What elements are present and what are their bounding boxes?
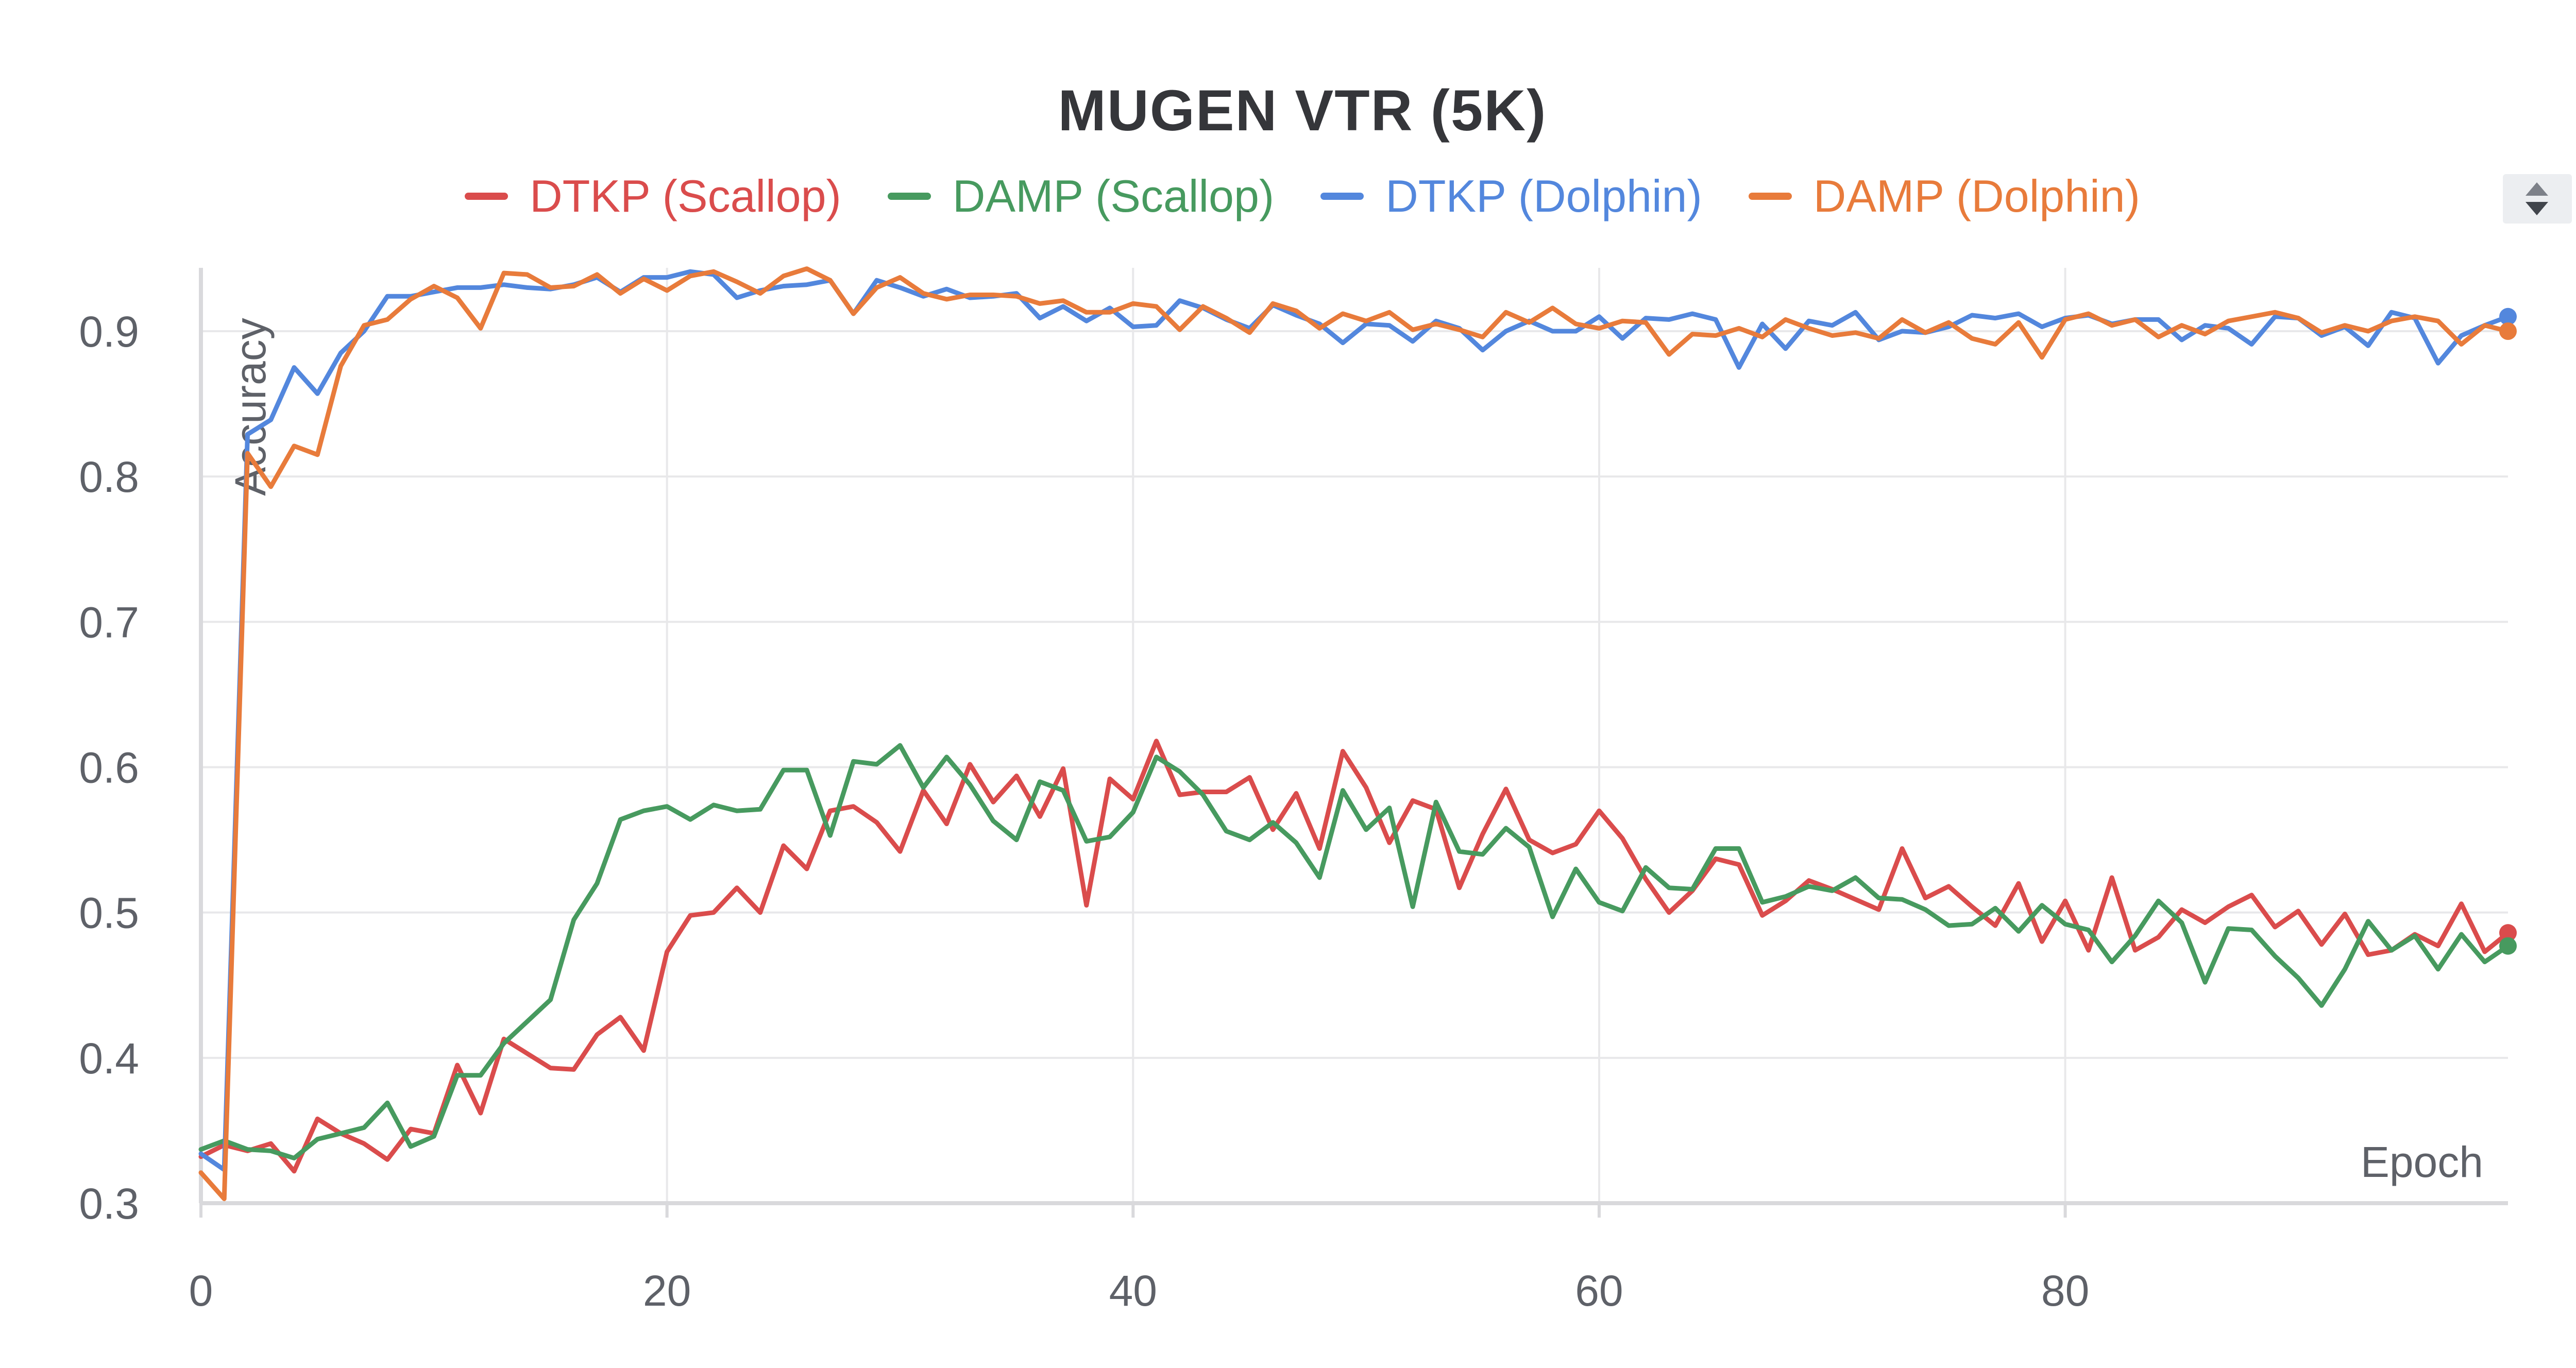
legend-label-dtkp-dolphin: DTKP (Dolphin) <box>1385 170 1702 221</box>
legend-swatch-damp-scallop <box>887 193 931 200</box>
legend-item-damp-scallop[interactable]: DAMP (Scallop) <box>887 170 1275 223</box>
x-tick-label: 60 <box>1575 1267 1623 1315</box>
x-axis-title: Epoch <box>2361 1138 2483 1186</box>
legend-swatch-damp-dolphin <box>1748 193 1792 200</box>
x-tick-label: 40 <box>1109 1267 1157 1315</box>
y-tick-label: 0.5 <box>79 889 139 937</box>
legend-scroll-control[interactable] <box>2503 174 2572 224</box>
series-line-dtkp-dolphin <box>198 269 2511 1172</box>
series-line-dtkp-scallop <box>198 739 2511 1174</box>
series-line-damp-dolphin <box>198 266 2511 1201</box>
series-end-marker[interactable] <box>2499 924 2517 942</box>
legend-label-dtkp-scallop: DTKP (Scallop) <box>530 170 841 221</box>
y-tick-label: 0.9 <box>79 307 139 356</box>
x-tick-label: 20 <box>643 1267 691 1315</box>
legend-item-dtkp-scallop[interactable]: DTKP (Scallop) <box>465 170 841 223</box>
y-tick-label: 0.3 <box>79 1179 139 1228</box>
legend-item-dtkp-dolphin[interactable]: DTKP (Dolphin) <box>1320 170 1702 223</box>
x-tick-label: 80 <box>2041 1267 2089 1315</box>
legend-label-damp-scallop: DAMP (Scallop) <box>952 170 1275 221</box>
x-tick-label: 0 <box>189 1267 213 1315</box>
y-tick-label: 0.7 <box>79 598 139 646</box>
y-tick-label: 0.8 <box>79 453 139 501</box>
y-axis-title: Accuracy <box>226 318 275 495</box>
series-end-marker[interactable] <box>2499 307 2517 326</box>
y-tick-label: 0.6 <box>79 744 139 792</box>
legend-label-damp-dolphin: DAMP (Dolphin) <box>1813 170 2140 221</box>
legend-scroll-down-icon[interactable] <box>2526 202 2548 215</box>
legend-scroll-up-icon[interactable] <box>2526 182 2548 196</box>
chart-title: MUGEN VTR (5K) <box>1058 78 1547 143</box>
series-end-marker[interactable] <box>2499 322 2517 340</box>
y-tick-label: 0.4 <box>79 1034 139 1083</box>
legend-swatch-dtkp-dolphin <box>1320 193 1364 200</box>
legend-swatch-dtkp-scallop <box>465 193 509 200</box>
series-line-damp-scallop <box>198 743 2511 1160</box>
legend-item-damp-dolphin[interactable]: DAMP (Dolphin) <box>1748 170 2140 223</box>
series-end-marker[interactable] <box>2499 937 2517 955</box>
legend: DTKP (Scallop) DAMP (Scallop) DTKP (Dolp… <box>0 170 2576 223</box>
